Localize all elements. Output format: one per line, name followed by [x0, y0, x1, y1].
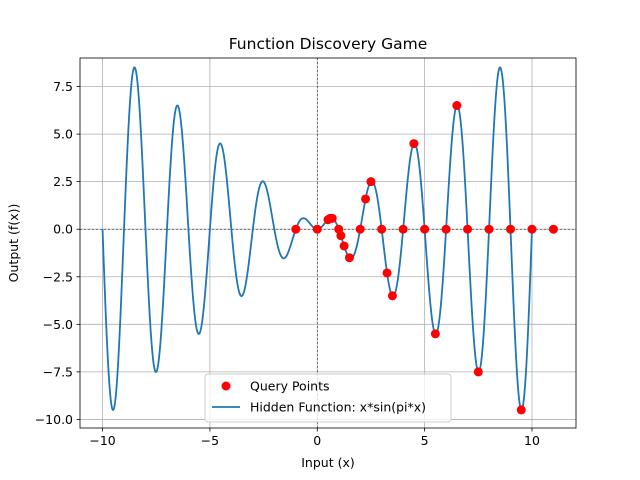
y-tick-label: 2.5	[53, 174, 73, 189]
query-point	[473, 367, 483, 377]
query-point	[527, 224, 537, 234]
plot-area	[80, 58, 576, 428]
query-point	[291, 224, 301, 234]
y-tick-label: −2.5	[43, 269, 73, 284]
query-point	[398, 224, 408, 234]
query-point	[355, 224, 365, 234]
query-point	[339, 241, 349, 251]
query-point	[430, 329, 440, 339]
legend-marker-query-points	[221, 381, 231, 391]
query-point	[516, 405, 526, 415]
scatter-series	[291, 101, 558, 415]
query-point	[366, 177, 376, 187]
y-tick-label: 5.0	[53, 127, 73, 142]
chart-title: Function Discovery Game	[229, 35, 428, 53]
query-point	[452, 101, 462, 111]
y-tick-label: −10.0	[35, 412, 73, 427]
query-point	[409, 139, 419, 149]
query-point	[361, 194, 371, 204]
query-point	[441, 224, 451, 234]
x-tick-label: 0	[313, 433, 321, 448]
query-point	[548, 224, 558, 234]
query-point	[484, 224, 494, 234]
x-tick-label: −5	[201, 433, 219, 448]
query-point	[377, 224, 387, 234]
x-tick-label: −10	[89, 433, 115, 448]
query-point	[344, 253, 354, 263]
y-tick-label: −5.0	[43, 317, 73, 332]
legend-box	[204, 373, 452, 423]
query-point	[506, 224, 516, 234]
query-point	[327, 213, 337, 223]
query-point	[420, 224, 430, 234]
legend: Query Points Hidden Function: x*sin(pi*x…	[204, 373, 452, 423]
y-tick-label: 7.5	[53, 79, 73, 94]
y-axis-label: Output (f(x))	[6, 204, 21, 283]
legend-label-query-points: Query Points	[250, 379, 330, 394]
x-tick-label: 10	[524, 433, 540, 448]
query-point	[336, 231, 346, 241]
y-tick-label: −7.5	[43, 364, 73, 379]
legend-label-hidden-function: Hidden Function: x*sin(pi*x)	[250, 400, 426, 415]
plot-frame	[79, 57, 577, 429]
x-axis-label: Input (x)	[301, 455, 355, 470]
query-point	[312, 224, 322, 234]
x-tick-label: 5	[421, 433, 429, 448]
query-point	[382, 268, 392, 278]
y-tick-label: 0.0	[53, 222, 73, 237]
query-point	[387, 291, 397, 301]
ticks: −10 −5 0 5 10 −10.0 −7.5 −5.0 −2.5 0.0 2.5 5.0 7.5	[35, 79, 540, 448]
query-point	[463, 224, 473, 234]
